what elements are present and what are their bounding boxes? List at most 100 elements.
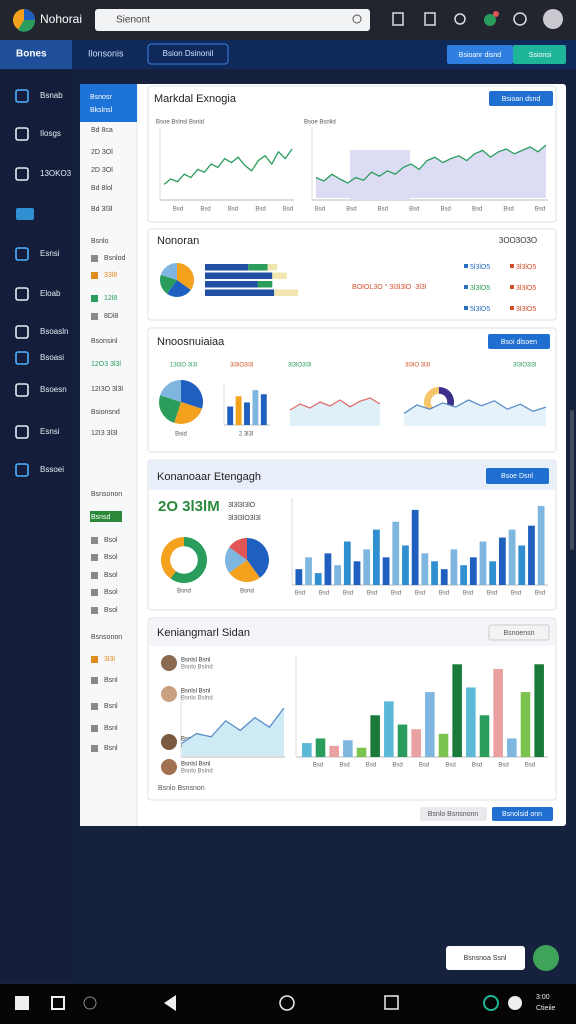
card-button[interactable] — [489, 91, 553, 106]
bar — [314, 573, 322, 585]
sidebar-label[interactable]: Bsnab — [40, 91, 63, 100]
tray-icon[interactable] — [508, 996, 522, 1010]
sub-nav-item[interactable]: Bsol — [104, 607, 118, 614]
sub-nav-item[interactable]: Bsnsonon — [91, 491, 122, 498]
nav-button[interactable] — [513, 45, 566, 64]
outline-button[interactable] — [147, 43, 229, 65]
sub-nav-item[interactable]: Bsnlo — [91, 238, 109, 245]
sidebar-icon[interactable] — [15, 463, 29, 477]
button-text[interactable]: Bsoe Dsnl — [501, 473, 533, 480]
sidebar — [0, 69, 72, 980]
footer-button[interactable] — [420, 807, 487, 821]
sidebar-label[interactable]: Eloab — [40, 289, 61, 298]
button-text[interactable]: Bsnlo Bsnsnonn — [428, 811, 479, 818]
sidebar-icon[interactable] — [15, 167, 29, 181]
sub-nav-item[interactable]: 2D 3Ol — [91, 149, 113, 156]
sub-nav-active[interactable] — [80, 84, 137, 122]
bar — [227, 406, 234, 425]
sidebar-icon[interactable] — [15, 247, 29, 261]
sidebar-icon[interactable] — [15, 351, 29, 365]
sub-nav-item[interactable]: 12l8 — [104, 295, 117, 302]
sidebar-label[interactable]: 13OKO3 — [40, 169, 72, 178]
sidebar-icon[interactable] — [15, 127, 29, 141]
item-icon — [91, 537, 98, 544]
home-button[interactable] — [279, 995, 295, 1011]
fab[interactable] — [533, 945, 559, 971]
sub-nav-item[interactable]: 12I3 3l3l — [91, 430, 118, 437]
pager[interactable]: 3OO3O3O — [499, 236, 537, 245]
start-icon[interactable] — [15, 996, 29, 1010]
sub-nav-item[interactable]: Bsionsnd — [91, 409, 120, 416]
sub-nav-item[interactable]: 33l8 — [104, 272, 117, 279]
sub-nav-item[interactable]: Bsonsinl — [91, 338, 118, 345]
sub-nav-item[interactable]: Bsnl — [104, 677, 118, 684]
sub-nav-item[interactable]: Bsol — [104, 589, 118, 596]
recents-button[interactable] — [384, 995, 399, 1010]
sub-nav-item[interactable]: Bsnsd — [91, 514, 111, 521]
sidebar-icon[interactable] — [15, 325, 29, 339]
sub-nav-item[interactable]: Bd 8lol — [91, 185, 113, 192]
card-button[interactable] — [488, 624, 550, 641]
nav-tab[interactable]: Ilonsonis — [88, 48, 124, 58]
taskbar-icon[interactable] — [51, 996, 65, 1010]
sub-nav-item[interactable]: Bsnlod — [104, 255, 126, 262]
sub-nav-item[interactable]: Bsnl — [104, 725, 118, 732]
sub-nav-item[interactable]: Bd 8ca — [91, 127, 113, 134]
avatar[interactable] — [543, 9, 563, 29]
x-tick-label: Bsd — [472, 207, 482, 213]
avatar[interactable] — [161, 759, 177, 775]
brand-block[interactable] — [0, 40, 72, 69]
sub-nav-item[interactable]: 12I3O 3l3l — [91, 386, 123, 393]
notification-icon[interactable] — [484, 14, 496, 26]
float-button[interactable] — [446, 946, 525, 970]
card-button[interactable] — [488, 334, 550, 349]
sub-nav-item[interactable]: Bsol — [104, 537, 118, 544]
sub-nav-item[interactable]: Bsnl — [104, 703, 118, 710]
sidebar-icon[interactable] — [15, 383, 29, 397]
button-text[interactable]: Bsioan dsnd — [502, 96, 541, 103]
sub-nav-item[interactable]: 8Dl8 — [104, 313, 119, 320]
toolbar-icon[interactable] — [392, 12, 404, 26]
back-button[interactable] — [164, 995, 176, 1011]
bar — [295, 569, 303, 585]
button-text[interactable]: Bsoi dlsoen — [501, 339, 537, 346]
line — [163, 148, 293, 185]
sub-nav-item[interactable]: 3l3l — [104, 656, 115, 663]
sidebar-label[interactable]: Bsoasln — [40, 327, 68, 336]
sidebar-icon[interactable] — [15, 89, 29, 103]
sub-nav-item[interactable]: Bsnl — [104, 745, 118, 752]
sidebar-icon[interactable] — [16, 208, 34, 220]
search-text[interactable]: Sienont — [116, 15, 150, 26]
sub-nav-item[interactable]: Bd 3l3l — [91, 206, 113, 213]
sidebar-label[interactable]: Esnsi — [40, 249, 60, 258]
sub-nav-item[interactable]: Bsol — [104, 572, 118, 579]
sidebar-label[interactable]: Esnsi — [40, 427, 60, 436]
sub-nav-item[interactable]: 12O3 3l3l — [91, 361, 121, 368]
sub-nav-item[interactable]: Bsol — [104, 554, 118, 561]
settings-icon[interactable] — [513, 12, 527, 26]
toolbar-icon[interactable] — [454, 13, 466, 25]
sub-nav-item[interactable]: Bsnsonon — [91, 634, 122, 641]
sidebar-label[interactable]: Bssoei — [40, 465, 64, 474]
sidebar-label[interactable]: Bsoesn — [40, 385, 67, 394]
avatar[interactable] — [161, 655, 177, 671]
tray-icon[interactable] — [483, 995, 499, 1011]
nav-button[interactable] — [447, 45, 513, 64]
button-text[interactable]: Bsnoensn — [503, 630, 534, 637]
search-icon[interactable] — [352, 14, 362, 24]
toolbar-icon[interactable] — [424, 12, 436, 26]
x-tick-label: Bsd — [343, 591, 353, 597]
sidebar-icon[interactable] — [15, 425, 29, 439]
avatar[interactable] — [161, 734, 177, 750]
sidebar-icon[interactable] — [15, 287, 29, 301]
button-text[interactable]: Bsnsnoa Ssnl — [464, 955, 507, 962]
button-text[interactable]: Bsnolsid onn — [502, 811, 542, 818]
sidebar-label[interactable]: Bsoasi — [40, 353, 64, 362]
avatar[interactable] — [161, 686, 177, 702]
taskbar-icon[interactable] — [83, 996, 97, 1010]
sub-nav-item[interactable]: 2D 3Ol — [91, 167, 113, 174]
card-button[interactable] — [486, 468, 549, 484]
sidebar-label[interactable]: Ilosgs — [40, 129, 61, 138]
search-box[interactable] — [95, 9, 370, 31]
footer-button[interactable] — [492, 807, 553, 821]
